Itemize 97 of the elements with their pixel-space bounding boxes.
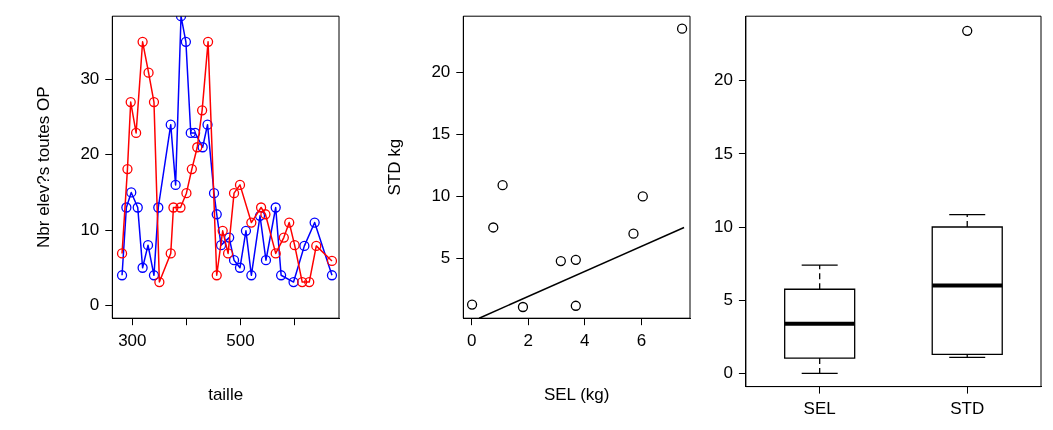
point xyxy=(197,142,208,153)
y-tick-label: 20 xyxy=(713,70,733,90)
point xyxy=(278,232,289,243)
point xyxy=(143,67,154,78)
point xyxy=(488,222,499,233)
point xyxy=(189,127,201,139)
point xyxy=(628,228,639,239)
point xyxy=(137,262,148,273)
point xyxy=(217,225,228,236)
point xyxy=(297,276,308,288)
point xyxy=(260,209,271,220)
point xyxy=(186,163,197,175)
x-tick-label: 300 xyxy=(118,331,147,351)
y-tick-label: 10 xyxy=(431,186,451,206)
y-tick-label: 0 xyxy=(89,295,100,315)
point xyxy=(122,163,133,175)
y-tick-label: 20 xyxy=(431,61,451,81)
point xyxy=(121,202,132,213)
x-tick-label: 4 xyxy=(580,331,590,351)
point xyxy=(142,240,154,251)
point xyxy=(165,119,176,130)
y-tick-label: 5 xyxy=(723,289,733,309)
point xyxy=(170,179,181,191)
y-axis-title: STD kg xyxy=(384,138,404,196)
x-tick-label: STD xyxy=(950,399,985,419)
point xyxy=(289,240,300,251)
point xyxy=(466,299,478,310)
point xyxy=(570,254,581,265)
y-tick-label: 10 xyxy=(80,219,100,239)
point xyxy=(246,217,257,228)
point xyxy=(196,105,208,116)
y-tick-label: 5 xyxy=(440,248,451,268)
point xyxy=(181,188,192,199)
point xyxy=(234,179,246,191)
point xyxy=(132,202,143,213)
y-tick-label: 30 xyxy=(80,69,100,89)
point xyxy=(246,270,257,281)
point xyxy=(288,276,299,288)
point xyxy=(311,240,322,252)
x-axis-title: taille xyxy=(208,385,244,405)
y-tick-label: 15 xyxy=(713,143,733,163)
point xyxy=(202,119,213,130)
x-axis-title: SEL (kg) xyxy=(543,385,610,405)
point xyxy=(224,232,235,243)
point xyxy=(116,248,128,259)
point xyxy=(228,255,240,266)
x-tick-label: SEL xyxy=(803,399,836,419)
x-tick-label: 2 xyxy=(523,331,534,351)
point xyxy=(240,225,252,236)
point xyxy=(299,240,310,252)
x-tick-label: 0 xyxy=(467,331,477,351)
point xyxy=(126,187,137,198)
x-tick-label: 500 xyxy=(226,331,255,351)
point xyxy=(202,36,214,47)
point xyxy=(326,255,338,267)
y-tick-label: 10 xyxy=(713,216,733,236)
point xyxy=(637,191,648,202)
point xyxy=(116,270,128,281)
point xyxy=(497,180,508,191)
point xyxy=(222,248,234,259)
point xyxy=(275,270,287,281)
point xyxy=(254,210,266,221)
point xyxy=(215,240,227,251)
point xyxy=(517,301,529,313)
point xyxy=(570,300,581,311)
y-axis-title: Nbr elev?s toutes OP xyxy=(33,86,53,248)
point xyxy=(168,202,179,213)
point xyxy=(154,276,165,288)
x-tick-label: 6 xyxy=(636,331,647,351)
point xyxy=(130,127,142,139)
y-tick-label: 0 xyxy=(723,363,733,383)
point xyxy=(304,276,315,288)
point xyxy=(192,142,203,153)
point xyxy=(234,262,246,273)
point xyxy=(165,248,176,259)
point xyxy=(284,217,295,228)
point xyxy=(326,270,338,281)
point xyxy=(137,36,148,47)
point xyxy=(555,255,566,267)
point xyxy=(228,188,240,199)
point xyxy=(208,188,220,199)
point xyxy=(125,96,136,108)
point xyxy=(270,248,281,259)
point xyxy=(153,202,164,213)
point xyxy=(676,23,688,34)
point xyxy=(180,36,192,47)
point xyxy=(270,202,281,213)
point xyxy=(175,202,186,213)
point xyxy=(148,96,160,108)
point xyxy=(211,209,222,220)
point xyxy=(211,270,222,281)
point xyxy=(255,202,267,213)
y-tick-label: 15 xyxy=(431,123,451,143)
point xyxy=(260,255,272,266)
point xyxy=(185,127,196,139)
y-tick-label: 20 xyxy=(80,144,100,164)
point xyxy=(309,217,320,228)
